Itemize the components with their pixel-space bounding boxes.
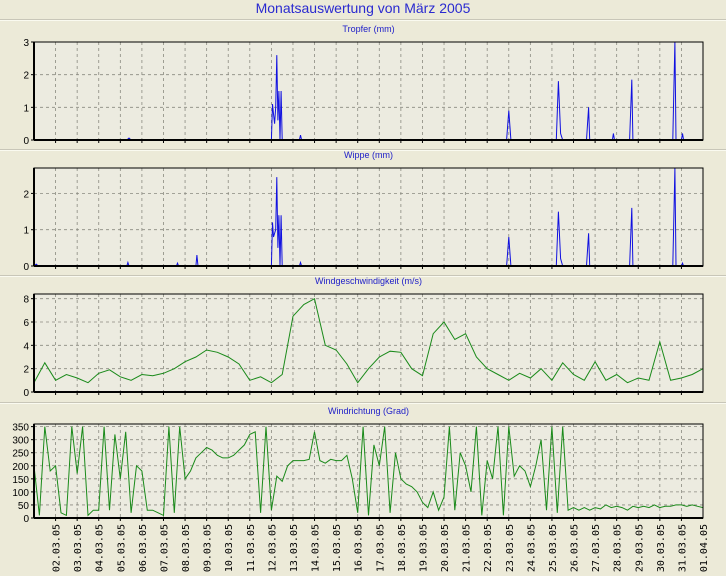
x-tick-label: 08.03.05 [181,524,192,572]
divider [0,19,726,21]
panel-2: Wippe (mm) 0 1 2 [23,150,704,273]
data-series-line [33,297,704,384]
x-tick-label: 03.03.05 [73,524,84,572]
x-tick-label: 30.03.05 [656,524,667,572]
y-tick-label: 0 [23,388,29,399]
x-tick-label: 10.03.05 [224,524,235,572]
panel-title: Windgeschwindigkeit (m/s) [315,276,422,286]
x-tick-label: 31.03.05 [677,524,688,572]
plot-background [34,424,703,518]
x-tick-label: 19.03.05 [418,524,429,572]
y-tick-label: 0 [23,262,29,273]
x-tick-label: 13.03.05 [289,524,300,572]
x-tick-label: 17.03.05 [375,524,386,572]
x-tick-label: 16.03.05 [354,524,365,572]
x-tick-label: 04.03.05 [95,524,106,572]
y-tick-label: 2 [23,189,29,200]
y-tick-label: 1 [23,103,29,114]
y-tick-label: 3 [23,38,29,49]
y-tick-label: 250 [12,449,29,460]
x-tick-label: 23.03.05 [505,524,516,572]
y-tick-label: 300 [12,436,29,447]
x-tick-label: 06.03.05 [138,524,149,572]
divider [0,149,726,151]
y-tick-label: 4 [23,341,29,352]
x-tick-label: 27.03.05 [591,524,602,572]
x-tick-label: 14.03.05 [311,524,322,572]
x-tick-label: 07.03.05 [159,524,170,572]
x-tick-label: 21.03.05 [462,524,473,572]
divider [0,275,726,277]
panel-4: Windrichtung (Grad) 0 50 100 150 200 250 300 350 [12,406,704,525]
x-tick-label: 09.03.05 [203,524,214,572]
y-tick-label: 0 [23,136,29,147]
panel-title: Tropfer (mm) [342,24,394,34]
plot-background [34,294,703,392]
x-tick-label: 05.03.05 [116,524,127,572]
y-tick-label: 8 [23,295,29,306]
x-tick-label: 20.03.05 [440,524,451,572]
y-tick-label: 1 [23,226,29,237]
x-tick-label: 28.03.05 [613,524,624,572]
y-tick-label: 200 [12,462,29,473]
data-series-line [33,426,704,517]
panel-title: Windrichtung (Grad) [328,406,409,416]
y-tick-label: 2 [23,71,29,82]
y-tick-label: 350 [12,423,29,434]
x-tick-label: 22.03.05 [483,524,494,572]
x-tick-label: 18.03.05 [397,524,408,572]
x-tick-label: 25.03.05 [548,524,559,572]
plot-background [34,168,703,266]
x-tick-label: 12.03.05 [267,524,278,572]
x-tick-label: 02.03.05 [52,524,63,572]
x-tick-label: 01.04.05 [699,524,710,572]
x-tick-label: 26.03.05 [570,524,581,572]
plot-background [34,42,703,140]
divider [0,402,726,404]
y-tick-label: 150 [12,475,29,486]
chart-main-title: Monatsauswertung von März 2005 [255,0,471,16]
y-tick-label: 50 [18,501,30,512]
y-tick-label: 6 [23,318,29,329]
panel-1: Tropfer (mm) 0 1 2 3 [23,24,704,147]
panel-3: Windgeschwindigkeit (m/s) 0 2 4 6 8 [23,276,704,399]
y-tick-label: 0 [23,514,29,525]
panel-title: Wippe (mm) [344,150,393,160]
y-tick-label: 2 [23,365,29,376]
x-tick-label: 11.03.05 [246,524,257,572]
x-tick-label: 15.03.05 [332,524,343,572]
x-tick-label: 29.03.05 [634,524,645,572]
y-tick-label: 100 [12,488,29,499]
x-tick-label: 24.03.05 [526,524,537,572]
